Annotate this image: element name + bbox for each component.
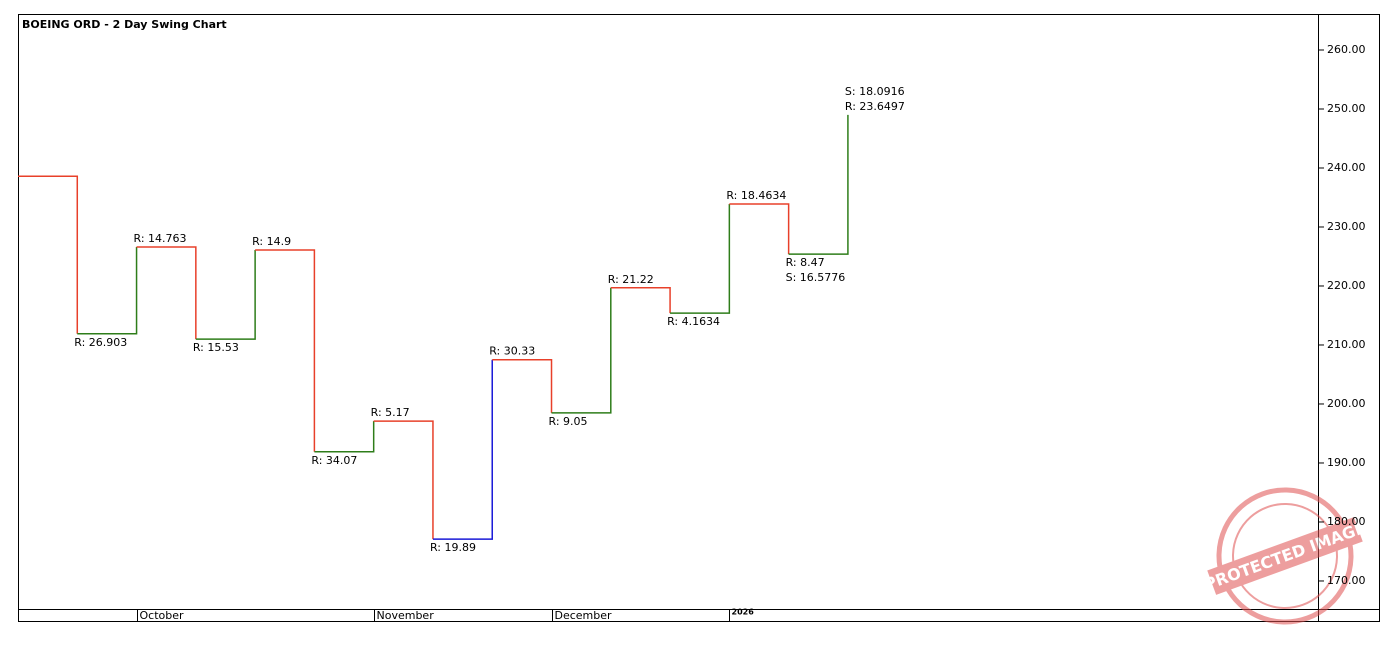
swing-line — [314, 421, 375, 453]
swing-line — [610, 287, 671, 314]
swing-line — [195, 249, 256, 340]
chart-title: BOEING ORD - 2 Day Swing Chart — [22, 18, 227, 31]
y-tick-label: 210.00 — [1327, 338, 1366, 351]
x-tick-label: 2026 — [732, 608, 755, 617]
swing-label: R: 34.07 — [311, 454, 357, 467]
swing-line — [77, 247, 138, 335]
y-tick-label: 250.00 — [1327, 102, 1366, 115]
swing-label: R: 21.22 — [608, 273, 654, 286]
swing-label: S: 16.5776 — [786, 271, 846, 284]
swing-label: R: 9.05 — [549, 415, 588, 428]
swing-label: R: 8.47 — [786, 256, 825, 269]
swing-label: R: 30.33 — [489, 345, 535, 358]
swing-label: R: 26.903 — [74, 336, 127, 349]
y-tick-label: 220.00 — [1327, 279, 1366, 292]
watermark-stamp: PROTECTED IMAGE — [1202, 487, 1368, 625]
y-tick-label: 190.00 — [1327, 456, 1366, 469]
swing-line — [551, 287, 612, 414]
swing-line — [18, 175, 79, 334]
swing-label: R: 4.1634 — [667, 315, 720, 328]
swing-line — [136, 246, 197, 340]
stamp-band — [1207, 517, 1363, 595]
y-tick-label: 230.00 — [1327, 220, 1366, 233]
swing-label: S: 18.0916 — [845, 85, 905, 98]
swing-line — [670, 203, 731, 314]
swing-label: R: 5.17 — [371, 406, 410, 419]
swing-line — [255, 249, 316, 452]
y-tick-label: 260.00 — [1327, 43, 1366, 56]
frame — [18, 14, 1380, 622]
swing-line — [492, 358, 553, 413]
swing-label: R: 14.9 — [252, 235, 291, 248]
swing-label: R: 14.763 — [134, 232, 187, 245]
swing-line — [373, 420, 434, 540]
y-tick-label: 240.00 — [1327, 161, 1366, 174]
x-tick-label: November — [377, 609, 435, 622]
swing-label: R: 15.53 — [193, 341, 239, 354]
swing-label: R: 18.4634 — [726, 189, 786, 202]
y-tick-label: 180.00 — [1327, 515, 1366, 528]
x-tick-label: December — [555, 609, 613, 622]
swing-line — [788, 114, 849, 255]
swing-line — [432, 359, 493, 540]
swing-label: R: 19.89 — [430, 541, 476, 554]
x-tick-label: October — [140, 609, 184, 622]
swing-label: R: 23.6497 — [845, 100, 905, 113]
swing-line — [729, 203, 790, 255]
y-tick-label: 200.00 — [1327, 397, 1366, 410]
y-tick-label: 170.00 — [1327, 574, 1366, 587]
